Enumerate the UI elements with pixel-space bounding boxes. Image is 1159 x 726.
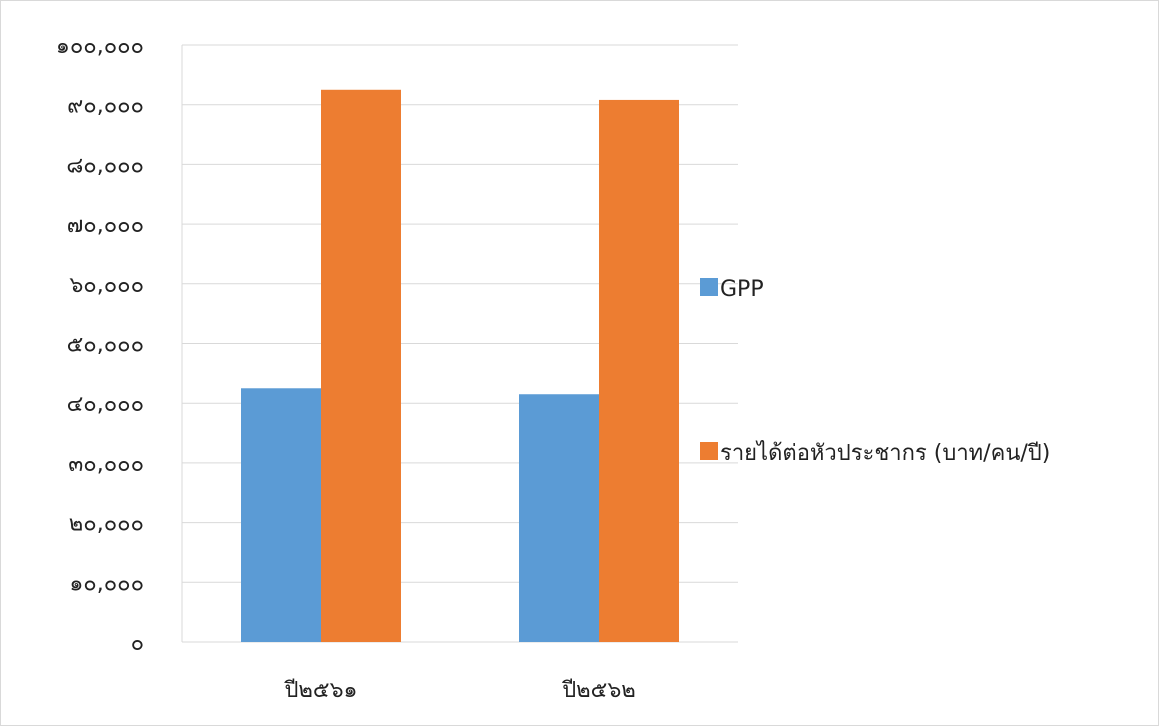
x-category-label: ปี๒๕๖๑ [283,678,357,703]
y-tick-label: ๐ [131,631,144,656]
y-tick-label: ๙๐,๐๐๐ [67,94,144,119]
x-category-label: ปี๒๕๖๒ [561,678,636,703]
legend-swatch [700,278,718,296]
y-tick-label: ๑๐,๐๐๐ [69,571,144,596]
bar-gpp-1 [241,388,321,642]
bar-income-per-capita-1 [321,89,401,642]
bars [241,89,679,642]
y-tick-label: ๖๐,๐๐๐ [69,273,144,298]
legend: GPP รายได้ต่อหัวประชากร (บาท/คน/ปี) [700,277,1050,466]
y-tick-label: ๗๐,๐๐๐ [67,213,144,238]
bar-gpp-2 [519,394,599,642]
y-tick-label: ๔๐,๐๐๐ [67,392,144,417]
y-tick-label: ๕๐,๐๐๐ [67,333,144,358]
legend-swatch [700,442,718,460]
bar-income-per-capita-2 [599,99,679,642]
x-category-labels: ปี๒๕๖๑ ปี๒๕๖๒ [283,678,636,703]
legend-label: GPP [720,277,764,302]
y-tick-labels: ๐ ๑๐,๐๐๐ ๒๐,๐๐๐ ๓๐,๐๐๐ ๔๐,๐๐๐ ๕๐,๐๐๐ ๖๐,๐๐๐ ๗๐,… [56,34,144,656]
y-tick-label: ๓๐,๐๐๐ [68,452,144,477]
y-tick-label: ๘๐,๐๐๐ [66,153,144,178]
y-tick-label: ๑๐๐,๐๐๐ [56,34,144,59]
y-tick-label: ๒๐,๐๐๐ [69,512,144,537]
legend-label: รายได้ต่อหัวประชากร (บาท/คน/ปี) [720,440,1050,466]
